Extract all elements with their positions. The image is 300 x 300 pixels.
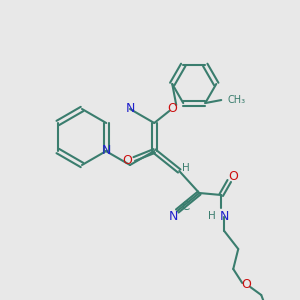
Text: C: C xyxy=(181,200,189,214)
Text: O: O xyxy=(241,278,251,292)
Text: H: H xyxy=(182,163,190,173)
Text: N: N xyxy=(125,103,135,116)
Text: O: O xyxy=(167,103,177,116)
Text: O: O xyxy=(228,169,238,182)
Text: O: O xyxy=(122,154,132,167)
Text: CH₃: CH₃ xyxy=(227,95,245,105)
Text: N: N xyxy=(169,211,178,224)
Text: H: H xyxy=(208,211,216,221)
Text: N: N xyxy=(220,209,229,223)
Text: N: N xyxy=(102,145,111,158)
